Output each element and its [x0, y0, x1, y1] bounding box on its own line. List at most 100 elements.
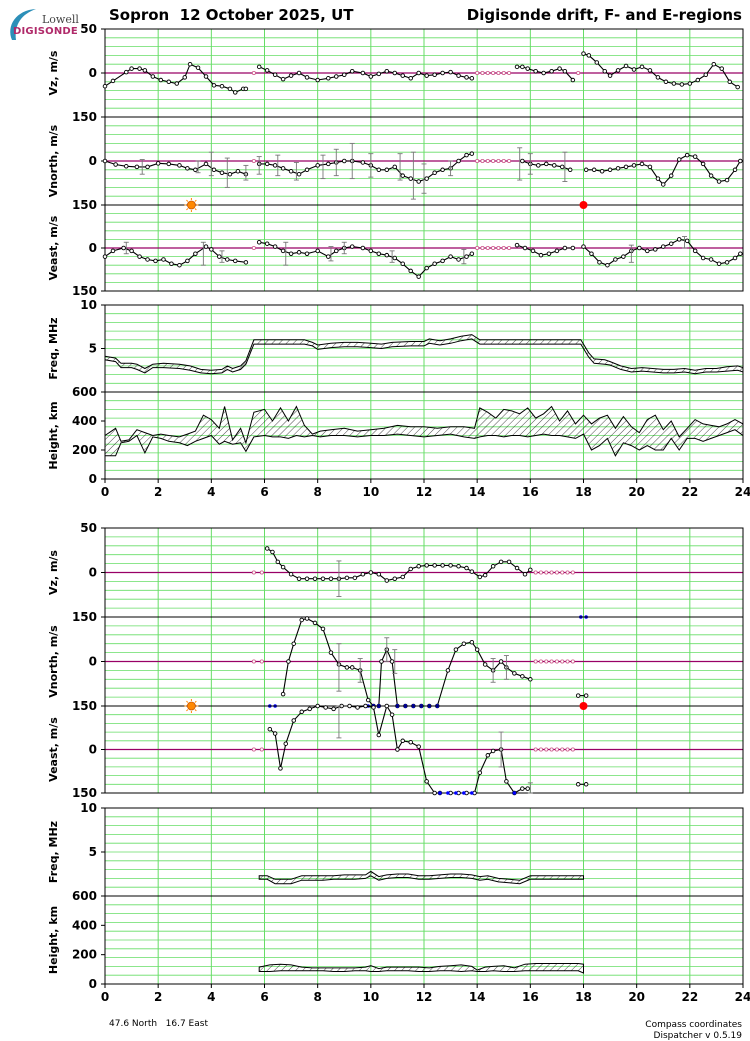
chart2-vz-missing-point: [259, 570, 264, 575]
chart1-vnorth-data-point: [615, 166, 621, 171]
chart2-vnorth-data-point: [389, 659, 395, 664]
chart2-veast-ytick: 150: [72, 786, 97, 800]
chart1-vz-data-point: [368, 74, 374, 79]
chart1-vz-data-point: [296, 70, 302, 76]
chart1-freq-ylabel: Freq, MHz: [47, 317, 60, 379]
logo-text-lowell: Lowell: [42, 13, 79, 26]
chart1-vnorth-data-point: [102, 158, 108, 164]
chart1-vz-data-point: [334, 74, 339, 79]
chart1-vnorth-data-point: [536, 163, 541, 168]
chart1-vz-data-point: [671, 81, 677, 86]
chart1-freq-band: [104, 334, 744, 375]
chart1-veast-data-point: [645, 248, 650, 254]
chart2-vz-data-point: [456, 564, 461, 569]
chart2-vnorth-data-point: [461, 641, 467, 646]
chart2-veast-data-point: [432, 790, 437, 796]
chart1-veast-data-point: [209, 247, 214, 252]
chart1-veast-missing-point: [507, 245, 512, 250]
chart2-vnorth-missing-point: [570, 659, 575, 664]
chart1-vz-ytick: 50: [80, 22, 97, 36]
chart2-xtick-label: 22: [681, 990, 698, 1004]
sunrise-ray: [186, 208, 189, 211]
chart1-vz-data-point: [520, 64, 525, 70]
chart2-veast-data-point: [376, 732, 382, 738]
chart1-vz-data-point: [570, 77, 576, 83]
chart2-vz-data-point: [270, 549, 275, 555]
chart1-vnorth-data-point: [400, 173, 405, 178]
chart2-vnorth-ytick: 150: [72, 610, 97, 624]
chart1-vnorth-data-point: [219, 170, 225, 175]
chart1-vnorth-data-point: [469, 151, 475, 156]
sunrise-ray: [186, 709, 189, 712]
chart2-vnorth-data-point: [304, 616, 310, 621]
chart1-xtick-label: 14: [469, 485, 486, 499]
chart1-xtick-label: 22: [681, 485, 698, 499]
chart1-veast-series-line: [583, 238, 741, 266]
chart1-vnorth-data-point: [738, 158, 743, 164]
chart1-xtick-label: 20: [628, 485, 645, 499]
chart1-veast-data-point: [349, 244, 355, 249]
chart2-xtick-label: 6: [260, 990, 268, 1004]
chart2-vz-data-point: [275, 559, 281, 565]
chart2-veast-data-point: [520, 786, 525, 791]
chart1-vz-data-point: [182, 75, 187, 80]
chart1-veast-data-point: [296, 250, 302, 255]
chart2-veast-data-point: [525, 786, 530, 791]
chart1-freq-ytick: 10: [80, 298, 97, 312]
chart1-veast-data-point: [256, 240, 262, 245]
chart2-vz-data-point: [352, 575, 358, 581]
sunrise-ray: [194, 709, 197, 712]
chart2-vnorth-data-point: [445, 668, 451, 673]
chart1-veast-data-point: [185, 258, 190, 264]
chart2-freq-ytick: 10: [80, 801, 97, 815]
chart1-veast-data-point: [684, 238, 690, 244]
chart1-vz-data-point: [124, 69, 129, 75]
chart2-xtick-label: 2: [154, 990, 162, 1004]
chart1-vnorth-missing-point: [485, 158, 490, 163]
chart2-vnorth-missing-point: [565, 659, 570, 664]
chart1-vz-data-point: [525, 66, 530, 71]
chart1-veast-data-point: [522, 245, 528, 251]
chart2-vz-data-point: [288, 572, 294, 577]
chart2-vz-data-point: [528, 567, 533, 573]
chart2-vz-data-point: [344, 575, 350, 581]
chart1-veast-data-point: [225, 257, 230, 262]
chart2-vz-ytick: 50: [80, 521, 97, 535]
chart2-vz-data-point: [469, 569, 475, 574]
chart2-xtick-label: 24: [735, 990, 750, 1004]
chart2-vnorth-data-point: [528, 677, 533, 682]
chart2-veast-missing-point: [251, 747, 256, 752]
chart1-veast-data-point: [738, 251, 743, 256]
chart1-veast-data-point: [597, 260, 602, 265]
chart1-vz-data-point: [594, 60, 600, 65]
chart1-veast-data-point: [637, 245, 642, 251]
chart1-vnorth-data-point: [145, 164, 150, 170]
chart1-veast-data-point: [102, 254, 108, 259]
chart1-vnorth-missing-point: [251, 158, 256, 163]
chart1-veast-data-point: [464, 254, 469, 259]
chart1-vz-data-point: [360, 70, 366, 76]
chart1-vz-data-point: [647, 68, 653, 73]
chart1-vnorth-data-point: [440, 167, 445, 173]
chart1-vnorth-data-point: [692, 154, 698, 159]
chart1-vnorth-data-point: [296, 171, 302, 177]
chart1-veast-data-point: [530, 248, 536, 254]
chart1-vnorth-missing-point: [480, 158, 485, 163]
chart2-vz-missing-point: [533, 570, 538, 575]
chart1-veast-data-point: [368, 248, 374, 254]
chart2-vnorth-missing-point: [544, 659, 549, 664]
chart1-veast-data-point: [384, 252, 390, 258]
chart1-vz-data-point: [384, 68, 390, 74]
chart1-vnorth-data-point: [315, 163, 320, 168]
chart2-veast-ytick: 0: [89, 743, 97, 757]
chart2-vz-missing-point: [549, 570, 554, 575]
chart1-vnorth-missing-point: [496, 158, 501, 163]
chart2-vnorth-data-point: [280, 691, 286, 697]
chart1-veast-data-point: [145, 257, 150, 262]
chart1-vnorth-data-point: [155, 161, 161, 166]
chart1-vz-data-point: [456, 73, 461, 78]
chart2-vnorth-missing-point: [538, 659, 543, 664]
chart1-xtick-label: 8: [313, 485, 321, 499]
chart1-vnorth-data-point: [639, 161, 645, 167]
